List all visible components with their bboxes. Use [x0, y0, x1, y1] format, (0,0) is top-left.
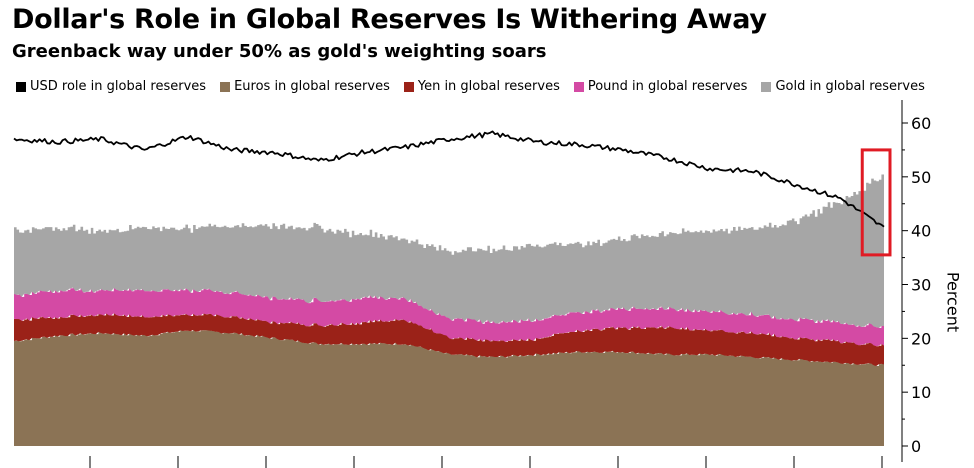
legend-swatch-usd [16, 81, 26, 92]
y-axis-title: Percent [943, 262, 963, 342]
area-gold [14, 174, 884, 328]
legend-label-gold: Gold in global reserves [775, 79, 925, 94]
legend-item-yen: Yen in global reserves [403, 79, 560, 94]
y-axis-title-text: Percent [943, 271, 963, 333]
area-yen [14, 313, 884, 366]
legend-item-euros: Euros in global reserves [220, 79, 390, 94]
y-tick-label-30: 30 [911, 276, 931, 295]
y-tick-label-40: 40 [911, 222, 931, 241]
legend-label-yen: Yen in global reserves [417, 79, 560, 94]
legend-item-usd: USD role in global reserves [16, 79, 206, 94]
legend-label-usd: USD role in global reserves [30, 79, 207, 94]
line-usd [13, 130, 885, 228]
legend-label-euros: Euros in global reserves [234, 79, 390, 94]
chart-subtitle: Greenback way under 50% as gold's weight… [12, 41, 547, 62]
legend-swatch-euros [220, 81, 231, 92]
y-tick-label-20: 20 [911, 329, 931, 348]
legend-swatch-yen [403, 81, 414, 92]
y-tick-label-0: 0 [911, 437, 921, 456]
y-tick-label-50: 50 [911, 168, 931, 187]
highlight-box [860, 148, 892, 257]
legend-item-pound: Pound in global reserves [573, 79, 748, 94]
y-tick-label-60: 60 [911, 114, 931, 133]
legend: USD role in global reserves Euros in glo… [16, 79, 925, 94]
legend-swatch-pound [573, 81, 584, 92]
chart-title: Dollar's Role in Global Reserves Is With… [12, 4, 767, 35]
legend-swatch-gold [761, 81, 772, 92]
area-euros [14, 330, 884, 446]
area-pound [14, 287, 884, 347]
legend-item-gold: Gold in global reserves [761, 79, 925, 94]
legend-label-pound: Pound in global reserves [587, 79, 748, 94]
y-tick-label-10: 10 [911, 383, 931, 402]
